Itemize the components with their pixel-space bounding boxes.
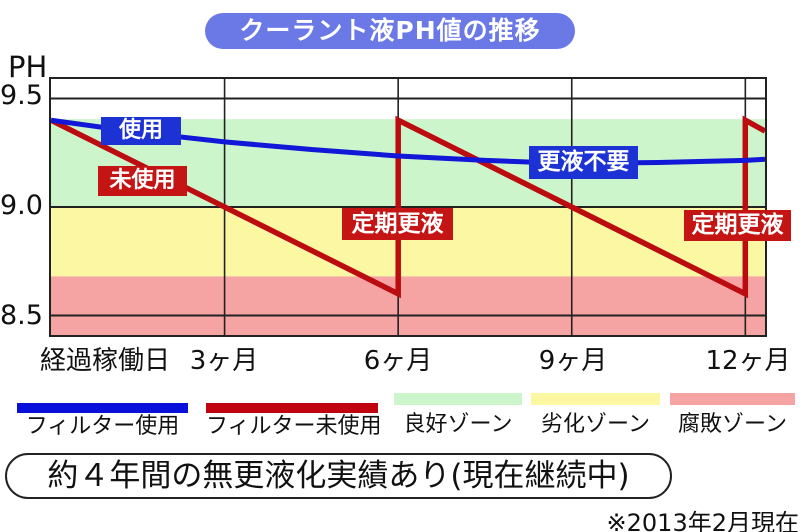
y-tick-9.0: 9.0 [0,190,43,221]
annotation-no-change-needed-label: 更液不要 [529,146,638,179]
y-tick-8.5: 8.5 [0,300,43,331]
legend-label-deterioration-zone: 劣化ゾーン [541,412,650,437]
annotation-periodic-change-1-label: 定期更液 [342,208,453,240]
annotation-periodic-change-2-label: 定期更液 [684,210,791,241]
legend-label-good-zone: 良好ゾーン [403,412,513,437]
legend-label-putrefaction-zone: 腐敗ゾーン [678,412,787,437]
annotation-used-label: 使用 [101,117,181,145]
legend-swatch-filter-unused [206,403,378,413]
achievement-note: 約４年間の無更液化実績あり(現在継続中) [5,453,672,499]
chart-plot-svg [51,79,765,335]
x-tick-start: 経過稼働日 [40,346,171,376]
legend-swatch-filter-used [17,403,188,413]
legend-swatch-putrefaction-zone [670,393,795,405]
x-tick-6month: 6ヶ月 [363,346,433,376]
plot-area [49,77,767,337]
date-footnote: ※2013年2月現在 [606,509,799,532]
chart-title: クーラント液PH値の推移 [205,13,575,49]
legend-label-filter-unused: フィルター未使用 [206,414,382,439]
annotation-unused-label: 未使用 [98,166,187,196]
legend-swatch-good-zone [394,393,522,405]
x-tick-12month: 12ヶ月 [705,346,791,376]
y-axis-unit-label: PH [8,50,48,84]
x-tick-3month: 3ヶ月 [189,346,259,376]
legend-swatch-deterioration-zone [531,393,660,405]
legend-label-filter-used: フィルター使用 [25,414,180,439]
x-tick-9month: 9ヶ月 [538,346,608,376]
y-tick-9.5: 9.5 [0,80,43,111]
